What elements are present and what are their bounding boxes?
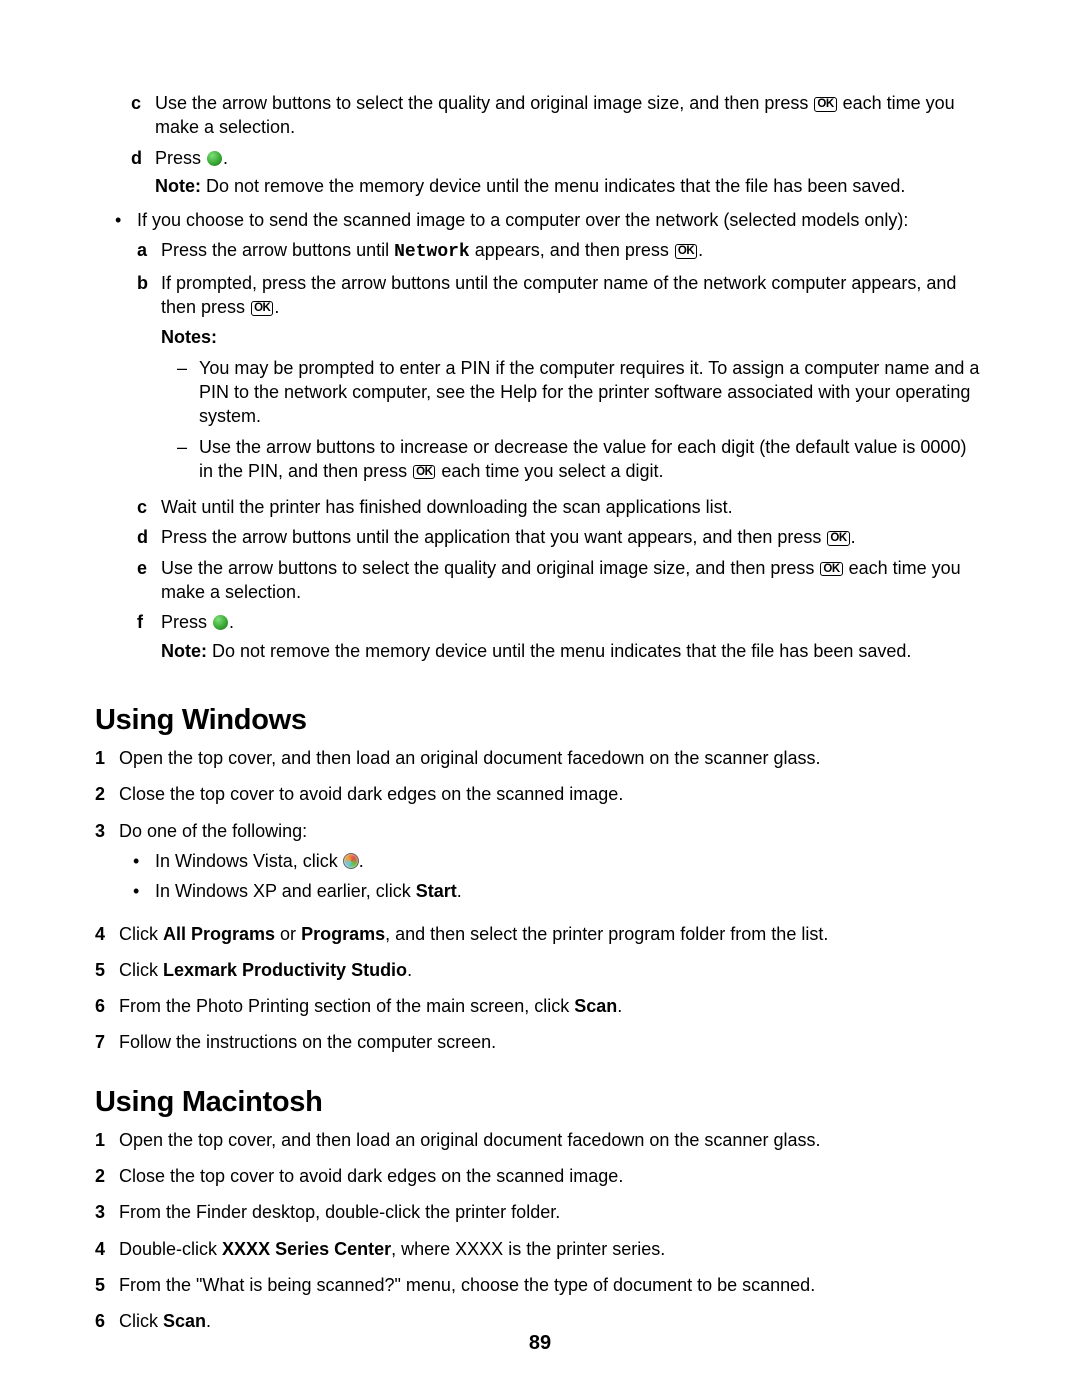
note-line: Note: Do not remove the memory device un… <box>155 174 985 198</box>
ok-button-icon: OK <box>814 97 836 112</box>
list-item: d Press . Note: Do not remove the memory… <box>131 146 985 203</box>
marker-a: a <box>137 238 161 262</box>
item-body: Press the arrow buttons until Network ap… <box>161 238 985 264</box>
item-body: You may be prompted to enter a PIN if th… <box>199 356 985 429</box>
macintosh-steps: 1Open the top cover, and then load an or… <box>95 1128 985 1334</box>
list-item: 7Follow the instructions on the computer… <box>95 1030 985 1054</box>
list-item: 2Close the top cover to avoid dark edges… <box>95 782 985 806</box>
list-item: 4 Click All Programs or Programs, and th… <box>95 922 985 946</box>
list-item: 6 From the Photo Printing section of the… <box>95 994 985 1018</box>
document-page: c Use the arrow buttons to select the qu… <box>0 0 1080 1397</box>
ok-button-icon: OK <box>675 244 697 259</box>
item-body: If you choose to send the scanned image … <box>137 208 985 673</box>
step-list-alpha-top: c Use the arrow buttons to select the qu… <box>95 91 985 202</box>
marker-d: d <box>131 146 155 170</box>
list-item: c Wait until the printer has finished do… <box>137 495 985 519</box>
network-alpha-list: a Press the arrow buttons until Network … <box>137 238 985 666</box>
dash-icon: – <box>177 356 199 380</box>
item-body: In Windows Vista, click . <box>155 849 985 873</box>
list-item: c Use the arrow buttons to select the qu… <box>131 91 985 140</box>
list-item: e Use the arrow buttons to select the qu… <box>137 556 985 605</box>
heading-using-windows: Using Windows <box>95 701 985 740</box>
item-body: Press the arrow buttons until the applic… <box>161 525 985 549</box>
notes-header: Notes: <box>161 325 985 349</box>
item-body: In Windows XP and earlier, click Start. <box>155 879 985 903</box>
list-item: • If you choose to send the scanned imag… <box>115 208 985 673</box>
item-body: Press . Note: Do not remove the memory d… <box>155 146 985 203</box>
item-body: Use the arrow buttons to increase or dec… <box>199 435 985 484</box>
network-bullet-list: • If you choose to send the scanned imag… <box>95 208 985 673</box>
windows-sub-bullets: • In Windows Vista, click . • In Windows… <box>119 849 985 904</box>
item-body: Press . Note: Do not remove the memory d… <box>161 610 985 667</box>
marker-d: d <box>137 525 161 549</box>
vista-start-icon <box>343 853 359 869</box>
item-body: Do one of the following: • In Windows Vi… <box>119 819 985 910</box>
notes-dash-list: – You may be prompted to enter a PIN if … <box>161 356 985 483</box>
marker-f: f <box>137 610 161 634</box>
list-item: a Press the arrow buttons until Network … <box>137 238 985 264</box>
item-body: If prompted, press the arrow buttons unt… <box>161 271 985 489</box>
heading-using-macintosh: Using Macintosh <box>95 1083 985 1122</box>
item-body: Click Lexmark Productivity Studio. <box>119 958 985 982</box>
item-body: From the Photo Printing section of the m… <box>119 994 985 1018</box>
list-item: 3From the Finder desktop, double-click t… <box>95 1200 985 1224</box>
marker-c: c <box>137 495 161 519</box>
marker-c: c <box>131 91 155 115</box>
dash-icon: – <box>177 435 199 459</box>
list-item: • In Windows Vista, click . <box>133 849 985 873</box>
list-item: f Press . Note: Do not remove the memory… <box>137 610 985 667</box>
ok-button-icon: OK <box>827 531 849 546</box>
list-item: 1Open the top cover, and then load an or… <box>95 746 985 770</box>
windows-steps: 1Open the top cover, and then load an or… <box>95 746 985 1055</box>
note-line: Note: Do not remove the memory device un… <box>161 639 985 663</box>
list-item: 5 Click Lexmark Productivity Studio. <box>95 958 985 982</box>
bullet-icon: • <box>133 879 155 903</box>
list-item: 2Close the top cover to avoid dark edges… <box>95 1164 985 1188</box>
list-item: 4 Double-click XXXX Series Center, where… <box>95 1237 985 1261</box>
item-body: Double-click XXXX Series Center, where X… <box>119 1237 985 1261</box>
bullet-icon: • <box>115 208 137 232</box>
list-item: – You may be prompted to enter a PIN if … <box>177 356 985 429</box>
bullet-icon: • <box>133 849 155 873</box>
ok-button-icon: OK <box>820 562 842 577</box>
list-item: b If prompted, press the arrow buttons u… <box>137 271 985 489</box>
list-item: • In Windows XP and earlier, click Start… <box>133 879 985 903</box>
ok-button-icon: OK <box>251 301 273 316</box>
green-button-icon <box>213 615 228 630</box>
ok-button-icon: OK <box>413 465 435 480</box>
marker-e: e <box>137 556 161 580</box>
marker-b: b <box>137 271 161 295</box>
list-item: – Use the arrow buttons to increase or d… <box>177 435 985 484</box>
item-body: Click All Programs or Programs, and then… <box>119 922 985 946</box>
list-item: 5From the "What is being scanned?" menu,… <box>95 1273 985 1297</box>
list-item: 1Open the top cover, and then load an or… <box>95 1128 985 1152</box>
green-button-icon <box>207 151 222 166</box>
list-item: 3 Do one of the following: • In Windows … <box>95 819 985 910</box>
item-body: Wait until the printer has finished down… <box>161 495 985 519</box>
page-number: 89 <box>0 1330 1080 1357</box>
item-body: Use the arrow buttons to select the qual… <box>161 556 985 605</box>
item-body: Use the arrow buttons to select the qual… <box>155 91 985 140</box>
list-item: d Press the arrow buttons until the appl… <box>137 525 985 549</box>
